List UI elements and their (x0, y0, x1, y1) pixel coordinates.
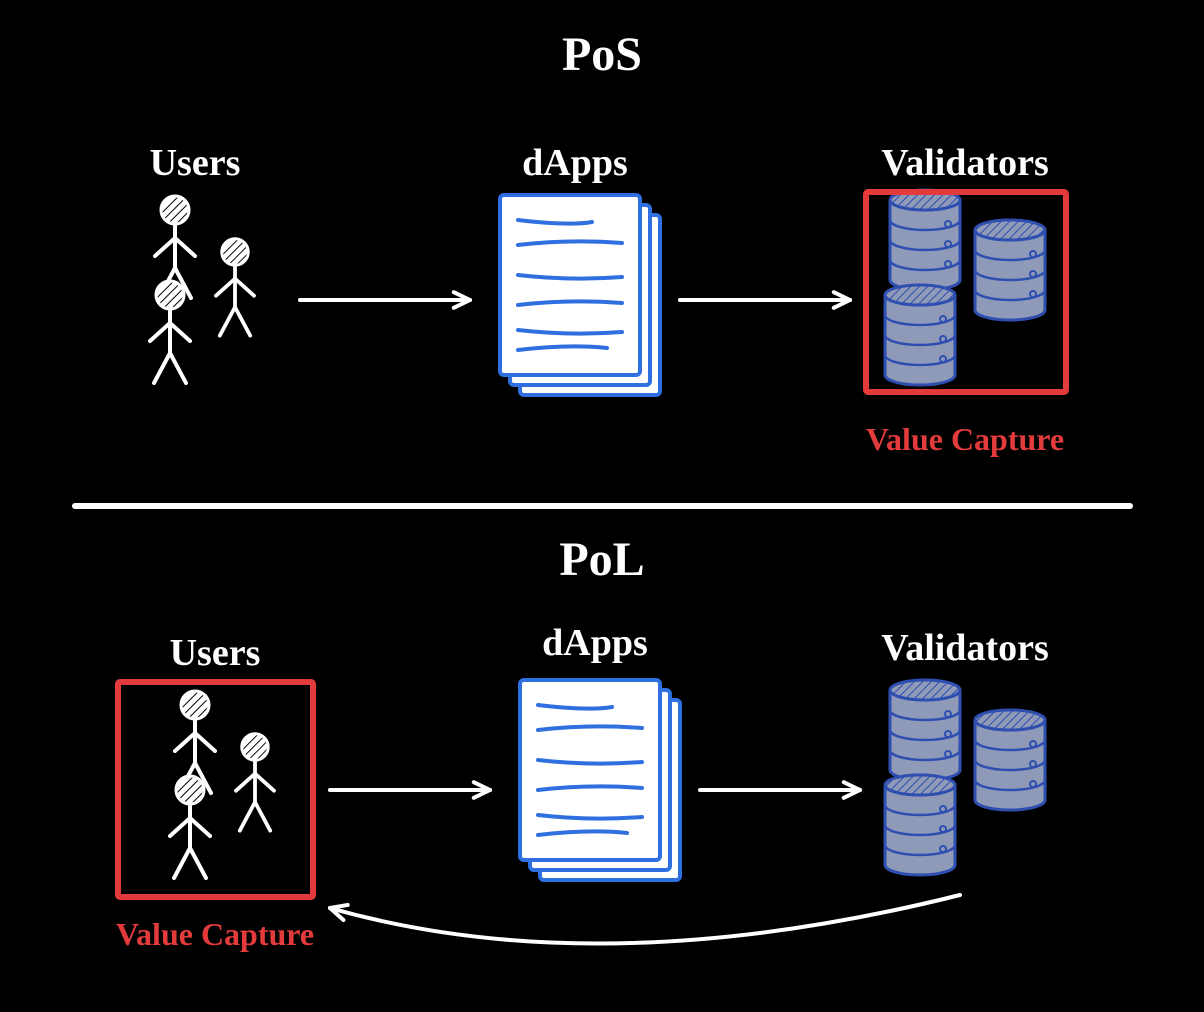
validators-label: Validators (881, 142, 1049, 184)
user-icon (216, 239, 254, 336)
users-label: Users (170, 632, 261, 674)
users-group (170, 691, 274, 878)
value-capture-box (118, 682, 313, 897)
dapps-label: dApps (522, 142, 628, 184)
value-capture-label: Value Capture (116, 916, 314, 952)
pol-title: PoL (559, 533, 644, 586)
dapps-icon (520, 680, 680, 880)
validators-group (885, 190, 1045, 385)
diagram-canvas: PoS Users dApps Validators Value Capture PoL U… (0, 0, 1204, 1012)
server-icon (890, 680, 960, 780)
dapps-icon (500, 195, 660, 395)
user-icon (150, 281, 190, 383)
server-icon (885, 285, 955, 385)
user-icon (170, 776, 210, 878)
arrow (330, 782, 490, 798)
arrow (680, 292, 850, 308)
arrow (300, 292, 470, 308)
arrow (700, 782, 860, 798)
validators-group (885, 680, 1045, 875)
validators-label: Validators (881, 627, 1049, 669)
feedback-arrow (330, 895, 960, 944)
pos-title: PoS (562, 28, 642, 81)
dapps-label: dApps (542, 622, 648, 664)
server-icon (885, 775, 955, 875)
server-icon (975, 710, 1045, 810)
users-group (150, 196, 254, 383)
value-capture-label: Value Capture (866, 421, 1064, 457)
user-icon (236, 734, 274, 831)
server-icon (890, 190, 960, 290)
server-icon (975, 220, 1045, 320)
users-label: Users (150, 142, 241, 184)
